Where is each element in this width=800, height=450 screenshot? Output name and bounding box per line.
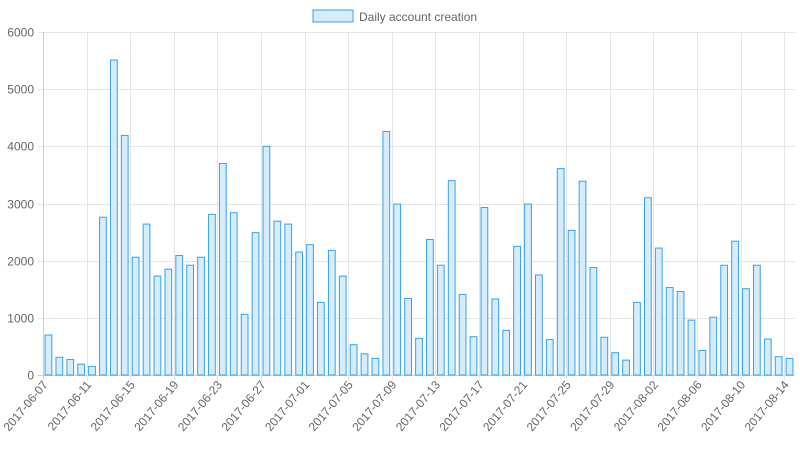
y-tick-label: 6000 [7,26,34,40]
bar[interactable] [240,313,249,376]
bar[interactable] [251,232,260,376]
bar[interactable] [545,339,554,376]
bar[interactable] [327,249,336,376]
bar[interactable] [654,247,663,376]
bar[interactable] [284,223,293,376]
y-tick-label: 4000 [7,140,34,154]
bar[interactable] [731,240,739,376]
bar[interactable] [360,353,369,376]
bar[interactable] [229,212,238,376]
bar[interactable] [55,356,64,376]
bar[interactable] [567,229,576,376]
bar[interactable] [556,168,565,376]
bar[interactable] [197,256,205,376]
bar[interactable] [600,336,609,376]
x-axis: 2017-06-072017-06-112017-06-152017-06-19… [1,378,792,434]
y-tick-label: 3000 [7,198,34,212]
bar[interactable] [513,245,521,376]
y-tick-label: 2000 [7,255,34,269]
bar[interactable] [698,349,707,376]
bar[interactable] [426,239,434,376]
x-tick-label: 2017-08-14 [742,378,792,434]
bar[interactable] [131,256,140,376]
bar[interactable] [349,344,358,376]
bar[interactable] [186,264,195,376]
bar[interactable] [415,337,423,376]
bar[interactable] [306,244,314,376]
legend-label: Daily account creation [359,10,477,24]
bar[interactable] [99,216,107,376]
y-tick-label: 0 [27,369,34,383]
bar[interactable] [469,336,478,376]
bar[interactable] [633,301,641,376]
legend[interactable]: Daily account creation [312,9,477,24]
bar[interactable] [164,268,173,376]
bar[interactable] [458,293,467,376]
bar[interactable] [175,255,184,376]
bar[interactable] [709,316,718,376]
bar[interactable] [491,298,500,376]
bar[interactable] [622,359,630,376]
bar[interactable] [665,287,674,376]
bar[interactable] [88,365,96,376]
bar[interactable] [404,297,412,376]
bar[interactable] [480,207,489,376]
bar[interactable] [142,223,151,376]
bar[interactable] [44,334,53,376]
y-axis: 0 1000 2000 3000 4000 5000 6000 [7,26,34,383]
y-tick-label: 5000 [7,83,34,97]
bar[interactable] [77,363,86,376]
bar[interactable] [720,264,729,376]
bar[interactable] [218,162,227,376]
bar[interactable] [611,352,620,376]
bar[interactable] [66,359,75,376]
bar[interactable] [447,180,456,376]
bar[interactable] [153,275,162,376]
bar[interactable] [763,338,772,376]
bar[interactable] [273,220,282,376]
bar[interactable] [643,197,652,376]
bar[interactable] [785,357,794,376]
bars [44,59,794,376]
bar[interactable] [295,251,303,376]
bar[interactable] [393,203,402,376]
bar[interactable] [208,213,216,376]
bar[interactable] [742,288,750,376]
bar[interactable] [578,180,587,376]
legend-swatch [312,9,354,23]
bar[interactable] [687,319,696,376]
bar[interactable] [382,130,391,376]
bar[interactable] [589,267,598,376]
x-tick-label: 2017-06-07 [1,378,51,434]
bar[interactable] [262,145,271,376]
bar[interactable] [502,329,511,376]
bar[interactable] [676,291,685,376]
grid [38,32,795,380]
bar[interactable] [120,134,129,376]
bar[interactable] [524,203,532,376]
bar[interactable] [338,275,347,376]
bar[interactable] [774,356,783,376]
bar[interactable] [535,274,543,376]
bar[interactable] [371,357,380,376]
bar[interactable] [109,59,118,376]
y-tick-label: 1000 [7,312,34,326]
bar[interactable] [436,264,445,376]
bar[interactable] [317,301,325,376]
bar[interactable] [752,264,761,376]
